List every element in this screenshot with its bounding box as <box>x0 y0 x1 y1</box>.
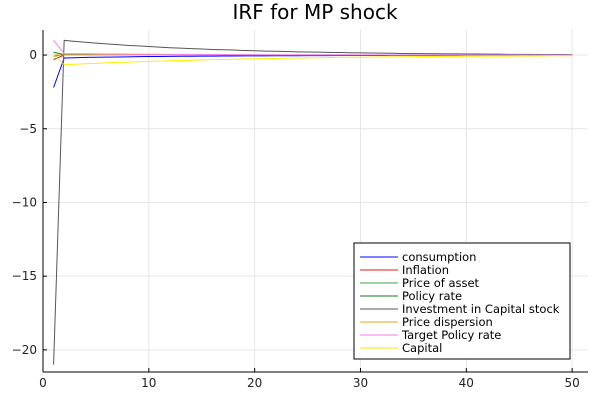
series-line-0 <box>53 54 573 88</box>
legend-label-5: Price dispersion <box>402 315 493 329</box>
y-tick-label: 0 <box>29 48 37 62</box>
legend-label-7: Capital <box>402 341 442 355</box>
legend-label-3: Policy rate <box>402 289 462 303</box>
x-tick-label: 40 <box>459 376 474 390</box>
x-tick-label: 10 <box>141 376 156 390</box>
x-tick-label: 30 <box>353 376 368 390</box>
legend-label-6: Target Policy rate <box>401 328 501 342</box>
series-line-4 <box>53 39 573 365</box>
legend-label-4: Investment in Capital stock <box>402 302 560 316</box>
axes <box>42 30 588 373</box>
legend-box <box>353 242 571 360</box>
y-ticks: 0 −5 −10 −15 −20 <box>12 48 47 357</box>
legend-label-0: consumption <box>402 250 476 264</box>
x-tick-label: 20 <box>247 376 262 390</box>
legend-label-1: Inflation <box>402 263 449 277</box>
series-lines <box>53 39 573 365</box>
chart-title: IRF for MP shock <box>232 0 398 24</box>
y-tick-label: −15 <box>12 269 37 283</box>
x-tick-label: 0 <box>39 376 47 390</box>
y-tick-label: −20 <box>12 343 37 357</box>
x-ticks: 0 10 20 30 40 50 <box>39 368 580 390</box>
series-line-6 <box>53 40 573 56</box>
y-tick-label: −5 <box>19 122 37 136</box>
x-tick-label: 50 <box>564 376 579 390</box>
y-tick-label: −10 <box>12 195 37 209</box>
legend-label-2: Price of asset <box>402 276 480 290</box>
series-line-7 <box>53 54 573 66</box>
